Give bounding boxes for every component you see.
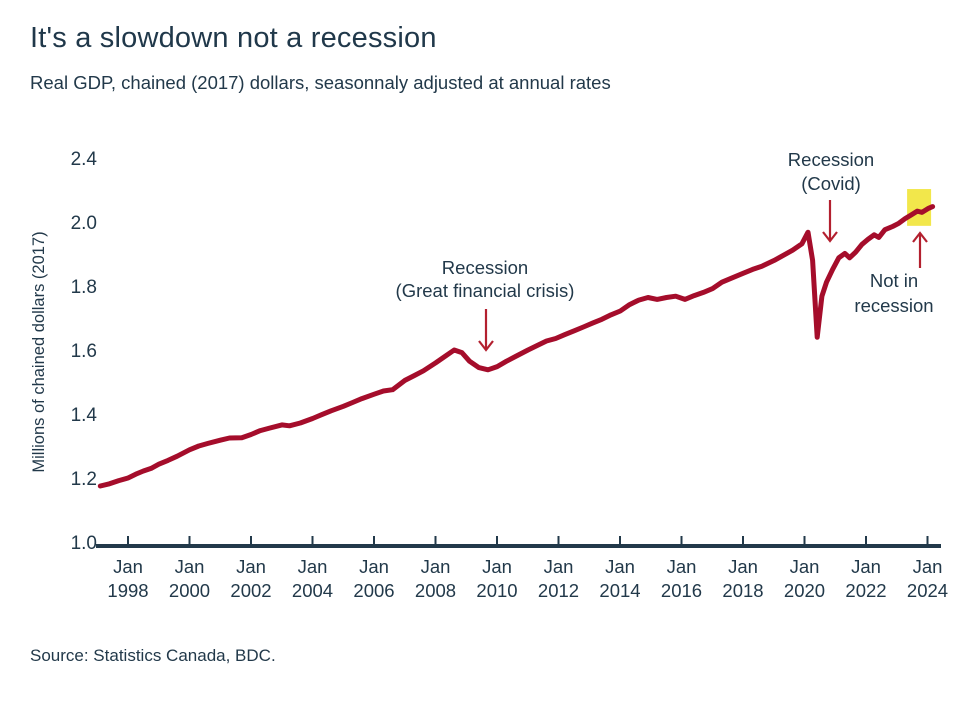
annotation-gfc-line1: Recession (442, 257, 528, 278)
y-tick-label: 2.0 (71, 213, 97, 234)
annotation-not-in-recession: Not in recession (854, 231, 934, 316)
chart-subtitle: Real GDP, chained (2017) dollars, season… (30, 72, 611, 93)
x-tick-label: Jan 2020 (784, 556, 825, 601)
y-axis-tick-labels: 1.0 1.2 1.4 1.6 1.8 2.0 2.4 (71, 149, 98, 554)
x-tick-label: Jan 2008 (415, 556, 456, 601)
x-tick-label: Jan 2006 (353, 556, 394, 601)
x-tick-label: Jan 2010 (476, 556, 517, 601)
x-tick-label: Jan 2000 (169, 556, 210, 601)
annotation-covid-line1: Recession (788, 149, 874, 170)
gdp-series-line (97, 204, 936, 489)
annotation-gfc: Recession (Great financial crisis) (396, 257, 575, 352)
covid-arrow-icon (822, 200, 838, 243)
x-tick-label: Jan 2024 (907, 556, 948, 601)
x-tick-label: Jan 2002 (230, 556, 271, 601)
y-tick-label: 1.8 (71, 277, 97, 298)
annotation-covid-line2: (Covid) (801, 173, 861, 194)
x-tick-label: Jan 2022 (845, 556, 886, 601)
page-title: It's a slowdown not a recession (30, 22, 437, 54)
y-tick-label: 1.4 (71, 405, 98, 426)
annotation-gfc-line2: (Great financial crisis) (396, 280, 575, 301)
not-in-recession-arrow-icon (912, 231, 928, 268)
annotation-notin-line2: recession (854, 295, 933, 316)
gfc-arrow-icon (478, 309, 494, 352)
x-tick-label: Jan 1998 (107, 556, 148, 601)
annotation-notin-line1: Not in (870, 270, 918, 291)
y-tick-label: 1.6 (71, 341, 97, 362)
x-tick-label: Jan 2016 (661, 556, 702, 601)
y-axis-title: Millions of chained dollars (2017) (30, 231, 48, 472)
x-tick-label: Jan 2012 (538, 556, 579, 601)
x-axis-tick-labels: Jan 1998 Jan 2000 Jan 2002 Jan 2004 Jan 2006 Jan 20… (107, 556, 948, 601)
y-tick-label: 2.4 (71, 149, 98, 170)
x-tick-label: Jan 2014 (599, 556, 640, 601)
y-tick-label: 1.0 (71, 533, 97, 554)
x-tick-label: Jan 2004 (292, 556, 333, 601)
source-note: Source: Statistics Canada, BDC. (30, 646, 276, 665)
x-axis (96, 536, 941, 548)
y-tick-label: 1.2 (71, 469, 97, 490)
annotation-covid: Recession (Covid) (788, 149, 874, 243)
x-tick-label: Jan 2018 (722, 556, 763, 601)
